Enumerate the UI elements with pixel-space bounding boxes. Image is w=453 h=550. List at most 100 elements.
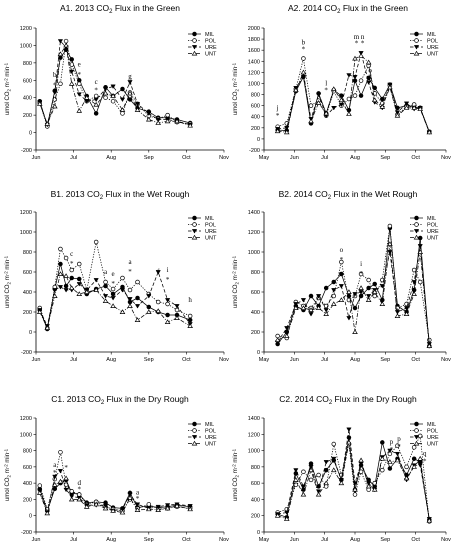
data-point-ure xyxy=(155,117,161,123)
series-line-pol xyxy=(39,452,191,512)
data-point-unt xyxy=(44,325,51,330)
data-point-unt xyxy=(293,477,299,482)
y-tick-label: 2000 xyxy=(248,26,260,32)
data-point-ure xyxy=(411,280,417,285)
chart-title: B1. 2013 CO2 Flux in the Wet Rough xyxy=(51,189,190,201)
legend-marker-mil xyxy=(414,215,419,221)
significance-letter: c xyxy=(70,250,73,258)
data-point-pol xyxy=(352,492,358,497)
series-unt xyxy=(36,271,193,330)
data-point-pol xyxy=(37,483,43,488)
data-point-unt xyxy=(83,503,90,509)
chart-panel-a2: A2. 2014 CO2 Flux in the Green -200 0 200 40… xyxy=(232,3,452,161)
data-point-ure xyxy=(155,504,161,510)
x-tick-label: Oct xyxy=(411,537,420,543)
data-point-ure xyxy=(127,492,133,498)
y-tick-label: 400 xyxy=(251,115,260,121)
data-point-unt xyxy=(300,491,307,497)
data-point-unt xyxy=(352,329,358,334)
x-tick-label: Sep xyxy=(144,155,154,161)
data-point-ure xyxy=(417,463,423,468)
data-point-ure xyxy=(63,288,69,293)
data-point-unt xyxy=(155,507,162,512)
series-ure xyxy=(275,244,432,347)
data-point-unt xyxy=(365,483,372,489)
x-tick-label: Nov xyxy=(441,357,451,363)
data-point-mil xyxy=(323,467,329,473)
data-point-mil xyxy=(165,312,170,318)
y-axis-label: umol CO2 m-2 min-1 xyxy=(4,255,12,308)
data-point-unt xyxy=(352,486,358,492)
y-tick-label: 1000 xyxy=(20,432,32,438)
data-point-unt xyxy=(83,289,90,294)
legend-label-pol: POL xyxy=(427,223,438,229)
significance-asterisk: * xyxy=(94,86,98,94)
significance-letter: m xyxy=(354,33,360,41)
data-point-unt xyxy=(145,506,152,512)
x-tick-label: Jun xyxy=(290,357,299,363)
significance-asterisk: * xyxy=(136,495,140,503)
significance-asterisk: * xyxy=(340,256,344,264)
data-point-pol xyxy=(120,275,125,281)
data-point-unt xyxy=(403,311,410,316)
x-tick-label: Jun xyxy=(290,155,299,161)
significance-letter: f xyxy=(157,268,160,276)
significance-letter: a xyxy=(136,489,140,497)
data-point-unt xyxy=(145,116,152,122)
significance-letter: o xyxy=(368,66,372,74)
significance-letter: g xyxy=(128,73,132,81)
data-point-ure xyxy=(338,102,344,108)
data-point-ure xyxy=(187,504,193,509)
data-point-unt xyxy=(76,496,83,502)
legend-label-unt: UNT xyxy=(205,52,217,58)
data-point-ure xyxy=(57,285,64,290)
legend-label-ure: URE xyxy=(427,435,439,441)
y-tick-label: 400 xyxy=(23,96,32,102)
data-point-pol xyxy=(358,469,364,474)
chart-title: A1. 2013 CO2 Flux in the Green xyxy=(60,3,180,15)
y-tick-label: 1200 xyxy=(20,26,32,32)
y-tick-label: 800 xyxy=(251,465,260,471)
data-point-unt xyxy=(93,501,99,507)
data-point-ure xyxy=(417,244,423,249)
data-point-ure xyxy=(134,502,141,507)
data-point-unt xyxy=(379,103,386,109)
data-point-ure xyxy=(127,297,133,302)
data-point-pol xyxy=(93,239,99,245)
data-point-unt xyxy=(387,459,393,464)
legend-label-unt: UNT xyxy=(427,52,439,58)
y-axis-label: umol CO2 m-2 min-1 xyxy=(232,448,240,501)
data-point-pol xyxy=(380,467,385,473)
data-point-unt xyxy=(371,289,378,294)
data-point-unt xyxy=(411,464,417,469)
significance-asterisk: * xyxy=(111,280,115,288)
data-point-ure xyxy=(76,282,82,287)
data-point-pol xyxy=(63,38,69,44)
y-tick-label: 0 xyxy=(29,330,32,336)
significance-asterisk: * xyxy=(359,270,363,278)
data-point-ure xyxy=(352,74,358,80)
y-tick-label: 600 xyxy=(251,290,260,296)
x-tick-label: May xyxy=(259,155,270,161)
y-tick-label: 600 xyxy=(251,104,260,110)
significance-asterisk: * xyxy=(77,485,81,493)
data-point-unt xyxy=(51,293,58,298)
x-tick-label: Sep xyxy=(380,155,390,161)
data-point-unt xyxy=(68,496,75,502)
legend-marker-pol xyxy=(414,428,419,433)
data-point-unt xyxy=(417,106,424,111)
y-tick-label: 1000 xyxy=(20,230,32,236)
y-tick-label: 1000 xyxy=(20,43,32,49)
y-tick-label: 600 xyxy=(23,78,32,84)
y-tick-label: 400 xyxy=(23,481,32,487)
data-point-ure xyxy=(293,468,299,473)
data-point-unt xyxy=(403,475,410,481)
significance-letter: p xyxy=(397,435,401,443)
series-ure xyxy=(275,51,432,135)
data-point-unt xyxy=(164,319,171,324)
y-tick-label: 400 xyxy=(23,290,32,296)
series-unt xyxy=(274,241,433,348)
data-point-ure xyxy=(379,284,385,289)
x-tick-label: Jul xyxy=(321,537,328,543)
